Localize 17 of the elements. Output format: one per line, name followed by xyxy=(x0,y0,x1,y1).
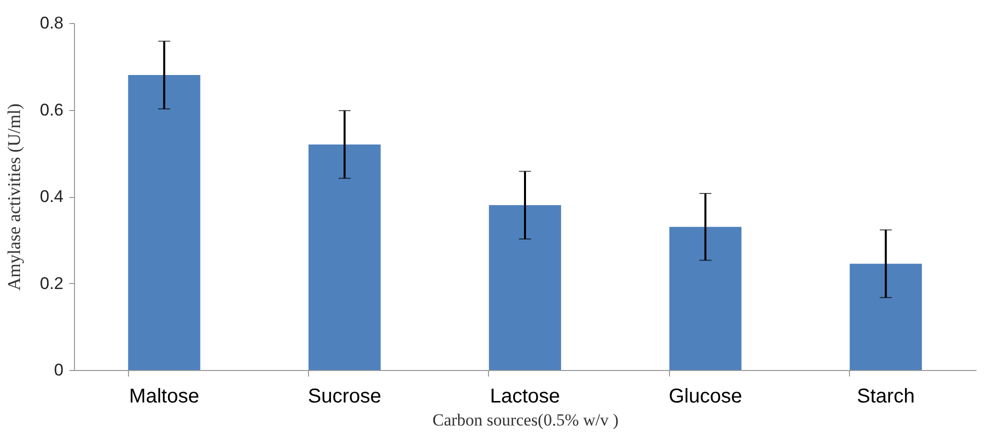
bar xyxy=(488,205,562,370)
bar xyxy=(850,264,922,370)
x-tick-label: Maltose xyxy=(129,386,200,408)
y-tick-label: 0.8 xyxy=(40,14,64,32)
x-axis-title: Carbon sources(0.5% w/v ) xyxy=(432,410,619,430)
bar xyxy=(128,75,200,370)
x-tick-label: Sucrose xyxy=(308,386,382,408)
x-tick-label: Starch xyxy=(856,386,915,408)
y-tick-label: 0 xyxy=(54,360,64,380)
y-tick-label: 0.4 xyxy=(40,187,64,206)
x-tick-label: Glucose xyxy=(668,386,742,408)
y-tick-label: 0.6 xyxy=(40,100,64,120)
bar xyxy=(308,144,381,370)
x-tick-label: Lactose xyxy=(490,386,560,408)
y-axis-title: Amylase activities (U/ml) xyxy=(4,104,24,290)
bar xyxy=(669,226,742,370)
y-tick-label: 0.2 xyxy=(40,274,64,293)
